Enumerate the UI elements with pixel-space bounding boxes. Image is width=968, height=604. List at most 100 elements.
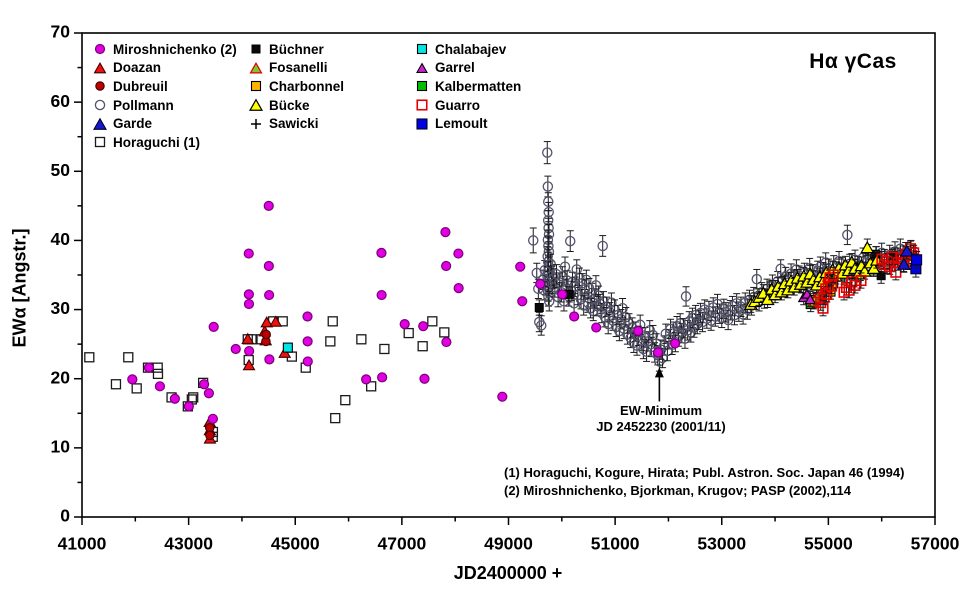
data-point-horaguchi	[110, 379, 122, 390]
legend-label-fosanelli: Fosanelli	[269, 60, 328, 76]
data-point-miroshnichenko	[633, 325, 644, 337]
legend-label-horaguchi: Horaguchi (1)	[113, 134, 201, 150]
data-point-miroshnichenko	[243, 248, 254, 259]
chart-title: Hα γCas	[809, 50, 897, 73]
legend-item-horaguchi: Horaguchi (1)	[92, 133, 237, 152]
data-point-dubreuil	[205, 430, 215, 441]
data-point-guarro	[817, 302, 829, 314]
y-tick-label: 60	[51, 91, 71, 111]
y-tick-label: 30	[51, 298, 71, 318]
data-point-miroshnichenko	[230, 343, 241, 355]
footnote-1: (1) Horaguchi, Kogure, Hirata; Publ. Ast…	[504, 465, 905, 480]
data-point-guarro	[826, 280, 838, 292]
y-tick-label: 0	[60, 506, 70, 526]
data-point-pollmann	[842, 229, 853, 241]
x-axis-ticks: 41000 43000 45000 47000 49000 51000 53000 55000…	[58, 517, 960, 554]
data-point-miroshnichenko	[208, 321, 219, 332]
series-lemoult	[910, 250, 923, 278]
data-point-pollmann	[561, 275, 573, 286]
x-tick-label: 41000	[58, 534, 107, 554]
data-point-miroshnichenko	[198, 379, 210, 390]
data-point-miroshnichenko	[652, 347, 664, 358]
data-point-miroshnichenko	[263, 200, 274, 211]
data-point-horaguchi	[366, 381, 377, 392]
data-point-horaguchi	[123, 352, 134, 363]
ew-minimum-arrow	[654, 367, 664, 402]
error-bar	[599, 235, 607, 257]
data-point-guarro	[855, 274, 867, 287]
y-tick-label: 40	[51, 229, 71, 249]
data-point-miroshnichenko	[302, 356, 313, 367]
legend-item-guarro: Guarro	[414, 96, 521, 115]
data-point-horaguchi	[152, 368, 164, 380]
legend: Miroshnichenko (2) Doazan Dubreuil Pollmann…	[92, 40, 652, 152]
data-point-pollmann	[542, 181, 554, 192]
legend-marker-bucke	[248, 98, 264, 111]
data-point-horaguchi	[84, 352, 95, 363]
data-point-pollmann	[542, 147, 553, 158]
legend-marker-garde	[93, 117, 107, 130]
legend-marker-pollmann	[94, 99, 106, 111]
data-point-miroshnichenko	[515, 261, 526, 272]
series-garrel	[797, 285, 817, 308]
data-point-miroshnichenko	[441, 336, 452, 348]
x-tick-label: 43000	[164, 534, 213, 554]
data-point-miroshnichenko	[183, 401, 194, 412]
data-point-miroshnichenko	[302, 311, 313, 322]
data-point-miroshnichenko	[302, 336, 313, 347]
x-tick-label: 49000	[484, 534, 533, 554]
legend-item-sawicki: Sawicki	[248, 114, 344, 133]
x-axis-title: JD2400000 +	[453, 563, 563, 583]
legend-item-fosanelli: Fosanelli	[248, 59, 344, 78]
data-point-pollmann	[597, 240, 608, 252]
data-point-chalabajev	[282, 342, 293, 353]
error-bar	[552, 264, 560, 285]
data-point-miroshnichenko	[535, 278, 546, 290]
x-tick-label: 57000	[911, 534, 960, 554]
legend-item-chalabajev: Chalabajev	[414, 40, 521, 59]
legend-label-pollmann: Pollmann	[113, 97, 174, 113]
data-point-miroshnichenko	[517, 296, 528, 307]
data-point-miroshnichenko	[376, 247, 387, 258]
data-point-doazan	[241, 332, 255, 345]
data-point-pollmann	[636, 335, 648, 346]
legend-item-doazan: Doazan	[92, 59, 237, 78]
data-point-pollmann	[543, 296, 555, 307]
x-tick-label: 47000	[378, 534, 427, 554]
y-axis-title: EWα [Angstr.]	[9, 228, 30, 348]
footnotes: (1) Horaguchi, Kogure, Hirata; Publ. Ast…	[504, 464, 904, 500]
legend-marker-doazan	[93, 61, 107, 74]
error-bar	[649, 324, 657, 346]
legend-item-dubreuil: Dubreuil	[92, 77, 237, 96]
annotation-line1: EW-Minimum	[619, 403, 703, 418]
data-point-dubreuil	[261, 329, 271, 340]
error-bar	[529, 227, 537, 254]
data-point-horaguchi	[131, 383, 142, 394]
legend-marker-chalabajev	[416, 44, 428, 55]
data-point-horaguchi	[325, 336, 336, 347]
legend-item-garde: Garde	[92, 114, 237, 133]
data-point-miroshnichenko	[399, 318, 410, 330]
legend-label-buchner: Büchner	[269, 41, 324, 57]
series-doazan	[203, 315, 292, 444]
annotation-line2: JD 2452230 (2001/11)	[596, 419, 726, 434]
legend-label-charbonnel: Charbonnel	[269, 78, 345, 94]
legend-marker-buchner	[251, 44, 261, 54]
x-tick-label: 45000	[271, 534, 320, 554]
data-point-miroshnichenko	[154, 381, 166, 392]
data-point-miroshnichenko	[263, 260, 274, 272]
legend-item-garrel: Garrel	[414, 59, 521, 78]
data-point-miroshnichenko	[669, 338, 681, 349]
data-point-miroshnichenko	[361, 374, 372, 385]
legend-label-dubreuil: Dubreuil	[113, 78, 168, 94]
x-tick-label: 55000	[804, 534, 853, 554]
data-point-miroshnichenko	[243, 298, 255, 310]
legend-label-bucke: Bücke	[269, 97, 310, 113]
data-point-miroshnichenko	[441, 260, 452, 272]
legend-label-garrel: Garrel	[435, 60, 475, 76]
legend-column-1: Miroshnichenko (2) Doazan Dubreuil Pollmann…	[92, 40, 237, 152]
data-point-horaguchi	[152, 362, 163, 373]
data-point-horaguchi	[439, 327, 450, 338]
series-chalabajev	[282, 342, 293, 353]
legend-marker-sawicki	[251, 118, 261, 129]
